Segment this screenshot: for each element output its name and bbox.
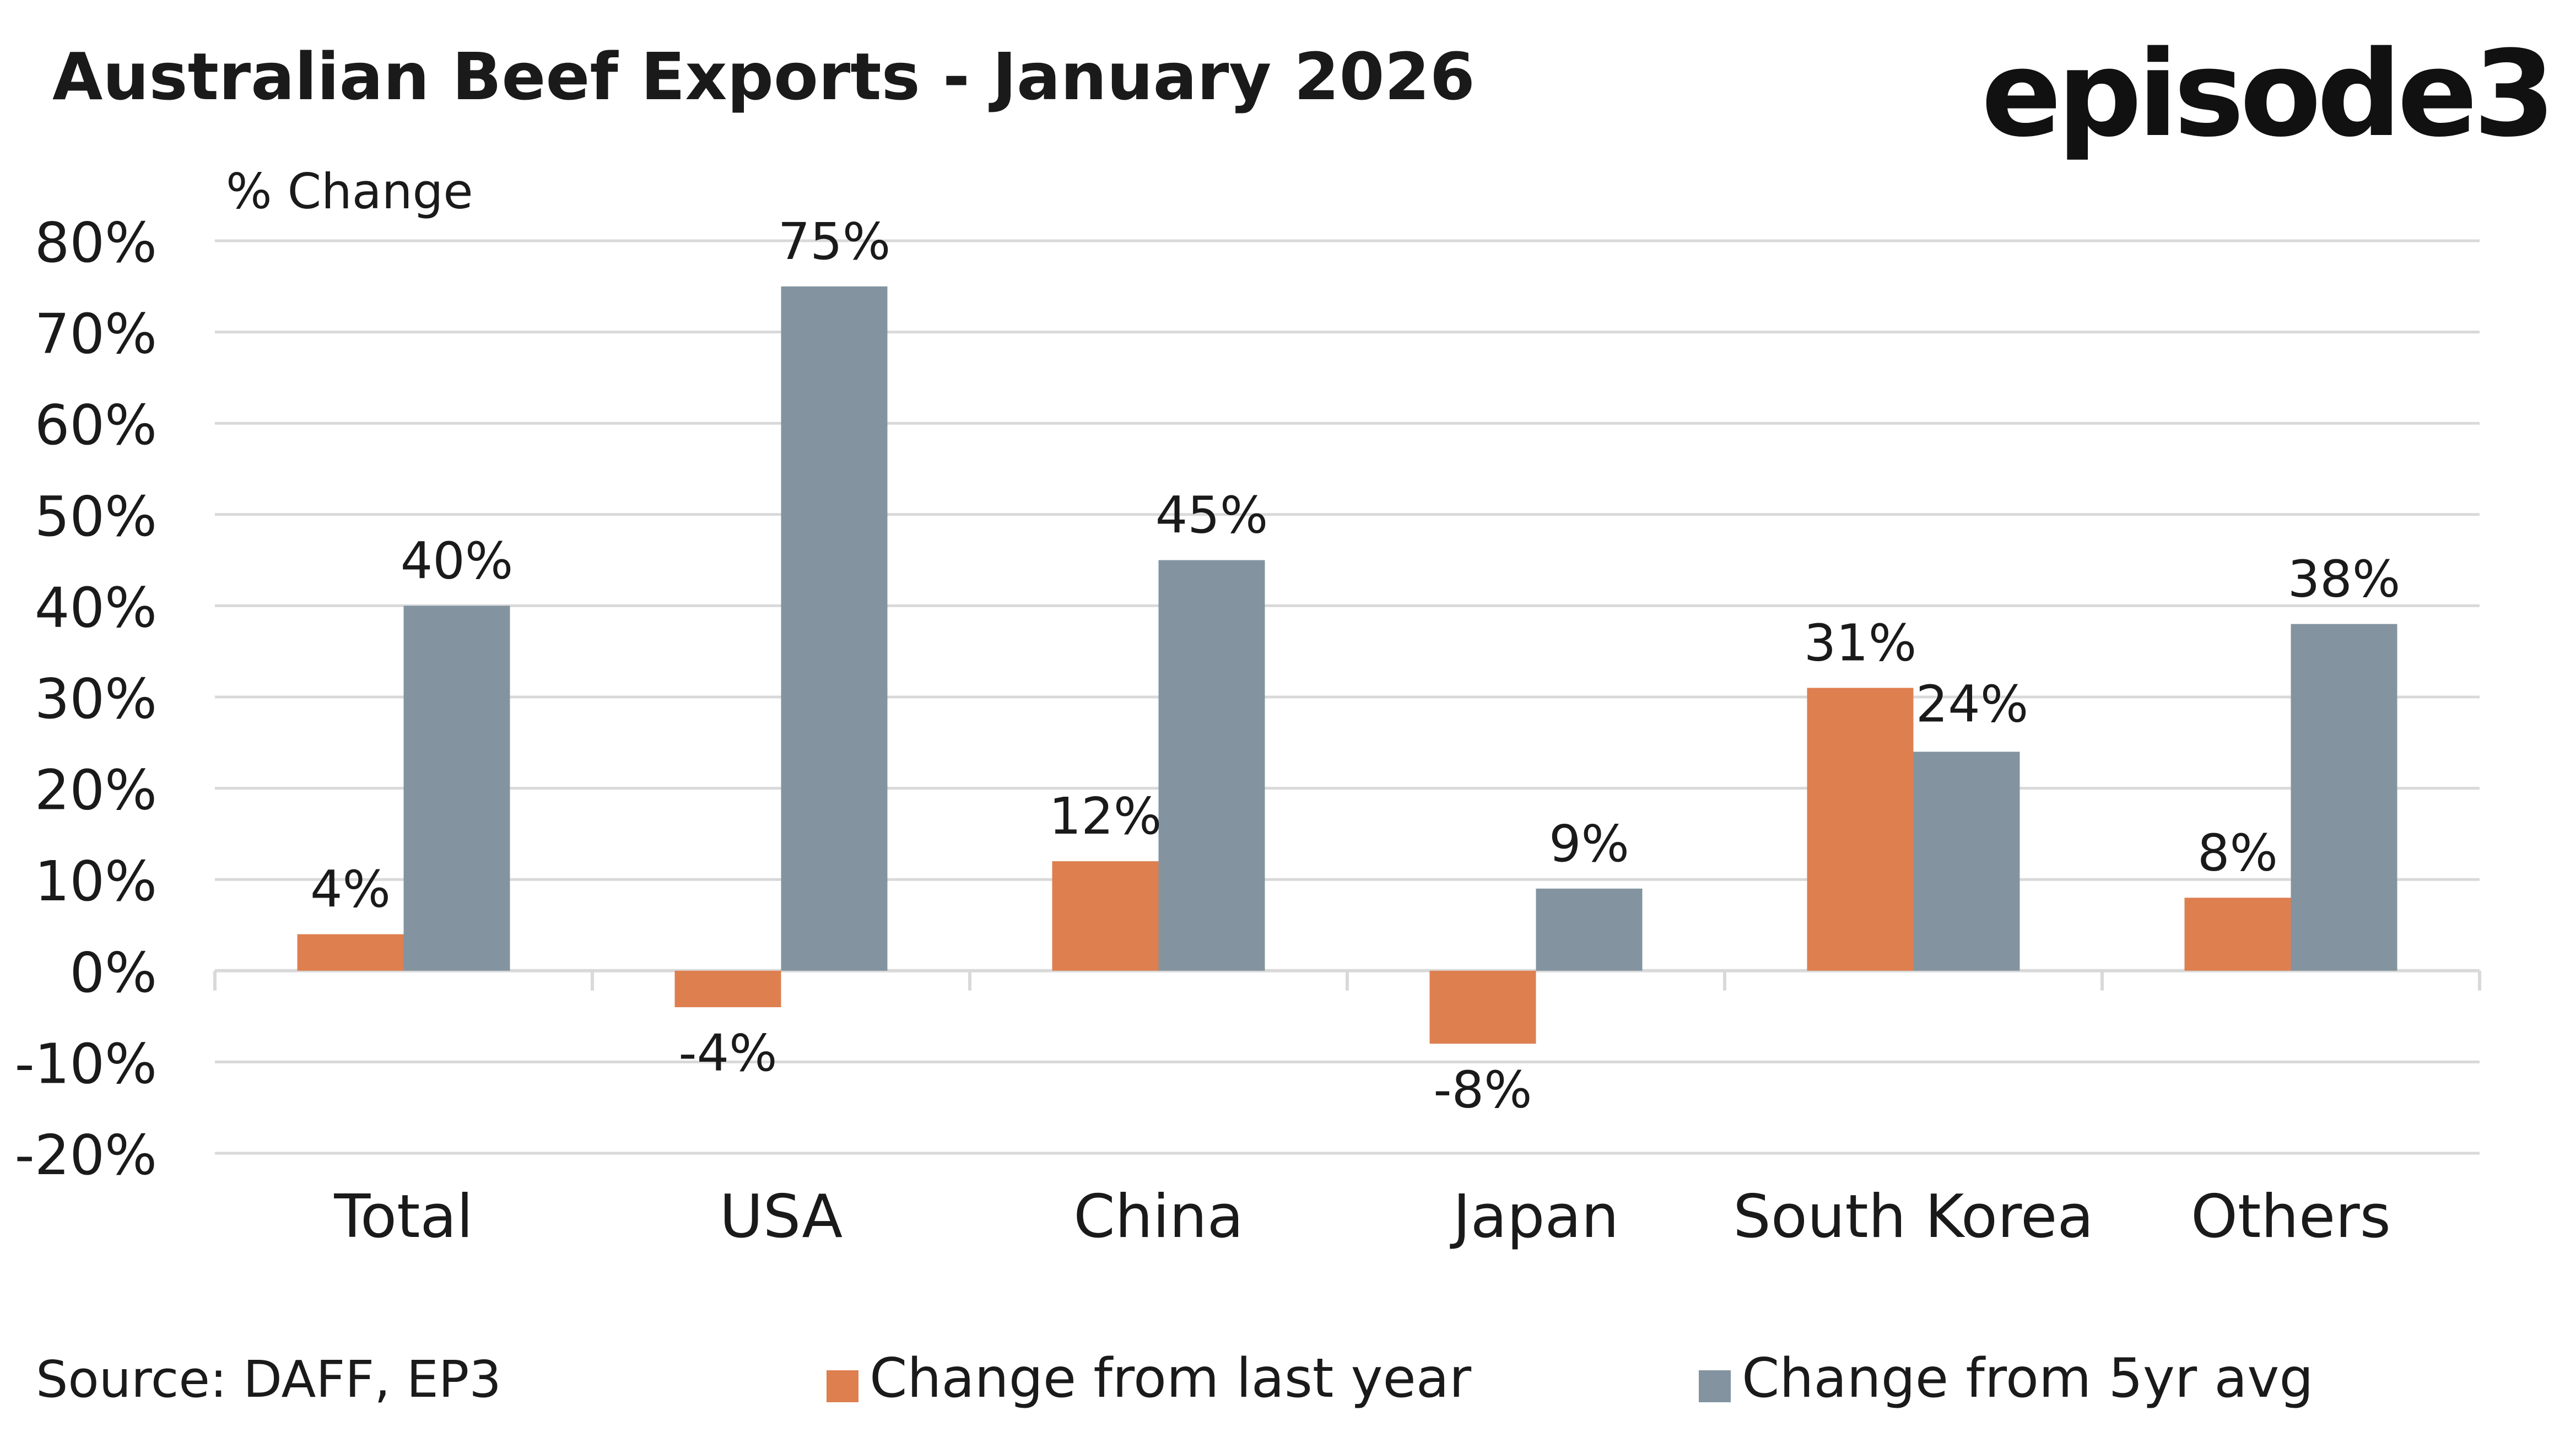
bar-last-year (1807, 688, 1914, 971)
source-note: Source: DAFF, EP3 (36, 1350, 501, 1409)
y-tick-label: 50% (35, 484, 157, 549)
bar-last-year (297, 934, 404, 971)
axis-tick-labels: 80% 70% 60% 50% 40% 30% 20% 10% 0% -10% -20% Total U… (15, 210, 2391, 1251)
y-tick-label: -20% (15, 1123, 157, 1187)
data-label: 75% (778, 212, 890, 271)
chart-title: Australian Beef Exports - January 2026 (52, 39, 1475, 115)
x-tick-label: South Korea (1733, 1182, 2093, 1251)
x-tick-label: China (1073, 1182, 1244, 1251)
data-label: -4% (678, 1024, 777, 1083)
bars (297, 286, 2397, 1044)
bar-last-year (2184, 898, 2291, 971)
y-tick-label: 30% (35, 667, 157, 731)
x-tick-label: Others (2191, 1182, 2391, 1251)
bar-5yr-avg (781, 286, 888, 971)
data-label: 45% (1155, 486, 1268, 545)
bar-5yr-avg (1536, 888, 1643, 971)
data-label: 38% (2288, 550, 2400, 609)
bar-5yr-avg (403, 606, 510, 971)
y-tick-label: 20% (35, 758, 157, 823)
data-label: 12% (1049, 787, 1162, 846)
bar-5yr-avg (1913, 752, 2020, 971)
bar-5yr-avg (1158, 560, 1265, 971)
y-tick-label: 80% (35, 210, 157, 275)
data-labels: 4% -4% 12% -8% 31% 8% 40% 75% 45% 9% 24% 38% (310, 212, 2400, 1119)
y-axis-title: % Change (226, 163, 473, 220)
legend-label-5yr-avg: Change from 5yr avg (1742, 1347, 2314, 1410)
y-tick-label: -10% (15, 1031, 157, 1096)
data-label: 8% (2197, 823, 2278, 882)
gridlines (215, 239, 2480, 1155)
y-tick-label: 40% (35, 575, 157, 640)
y-tick-label: 0% (69, 941, 157, 1005)
legend-swatch-5yr-avg (1699, 1370, 1731, 1402)
legend-label-last-year: Change from last year (870, 1347, 1472, 1410)
legend-swatch-last-year (827, 1370, 858, 1402)
data-label: 40% (401, 531, 513, 590)
data-label: -8% (1433, 1060, 1532, 1119)
data-label: 4% (310, 860, 391, 919)
bar-5yr-avg (2291, 624, 2397, 971)
bar-last-year (674, 970, 781, 1008)
legend: Change from last year Change from 5yr av… (827, 1347, 2314, 1410)
data-label: 31% (1804, 613, 1916, 672)
y-tick-label: 70% (35, 302, 157, 366)
bar-last-year (1052, 861, 1159, 971)
x-tick-label: Japan (1450, 1182, 1619, 1251)
bar-last-year (1429, 970, 1536, 1044)
y-tick-label: 10% (35, 849, 157, 914)
data-label: 9% (1549, 814, 1629, 873)
episode3-logo: episode3 (1981, 25, 2551, 163)
x-tick-label: Total (333, 1182, 473, 1251)
data-label: 24% (1916, 674, 2028, 733)
y-tick-label: 60% (35, 393, 157, 457)
x-axis (213, 969, 2481, 991)
x-tick-label: USA (720, 1182, 843, 1251)
